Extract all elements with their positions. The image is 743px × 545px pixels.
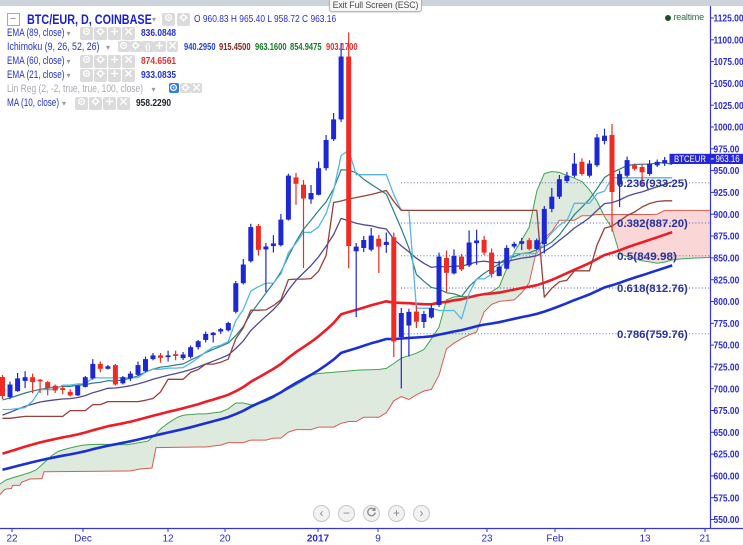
svg-text:1100.00: 1100.00: [714, 35, 743, 46]
svg-text:550.00: 550.00: [714, 515, 740, 526]
svg-text:750.00: 750.00: [714, 341, 740, 352]
svg-text:12: 12: [162, 534, 174, 545]
svg-text:BTCEUR: BTCEUR: [674, 154, 706, 164]
svg-text:13: 13: [639, 534, 651, 545]
svg-text:Feb: Feb: [546, 534, 564, 545]
svg-text:963.16: 963.16: [716, 154, 741, 165]
svg-text:0.5(849.98): 0.5(849.98): [617, 251, 677, 263]
svg-text:650.00: 650.00: [714, 428, 740, 439]
svg-text:950.00: 950.00: [714, 166, 740, 177]
svg-text:700.00: 700.00: [714, 384, 740, 395]
svg-text:900.00: 900.00: [714, 210, 740, 221]
svg-text:625.00: 625.00: [714, 450, 740, 461]
svg-text:575.00: 575.00: [714, 493, 740, 504]
svg-text:825.00: 825.00: [714, 275, 740, 286]
svg-text:20: 20: [219, 534, 231, 545]
svg-text:Dec: Dec: [74, 534, 92, 545]
svg-text:775.00: 775.00: [714, 319, 740, 330]
svg-text:925.00: 925.00: [714, 188, 740, 199]
svg-text:725.00: 725.00: [714, 363, 740, 374]
svg-text:0.382(887.20): 0.382(887.20): [617, 218, 688, 230]
svg-text:800.00: 800.00: [714, 297, 740, 308]
svg-text:850.00: 850.00: [714, 254, 740, 265]
svg-text:675.00: 675.00: [714, 406, 740, 417]
svg-text:1000.00: 1000.00: [714, 123, 743, 134]
svg-text:600.00: 600.00: [714, 472, 740, 483]
svg-text:21: 21: [699, 534, 711, 545]
svg-text:0.786(759.76): 0.786(759.76): [617, 329, 688, 341]
svg-text:9: 9: [375, 534, 381, 545]
svg-text:875.00: 875.00: [714, 232, 740, 243]
svg-text:975.00: 975.00: [714, 144, 740, 155]
svg-text:2017: 2017: [307, 534, 330, 545]
svg-text:1050.00: 1050.00: [714, 79, 743, 90]
svg-text:23: 23: [481, 534, 493, 545]
svg-text:22: 22: [6, 534, 18, 545]
svg-text:0.618(812.76): 0.618(812.76): [617, 283, 688, 295]
svg-text:1075.00: 1075.00: [714, 57, 743, 68]
svg-text:1025.00: 1025.00: [714, 101, 743, 112]
svg-text:0.236(933.25): 0.236(933.25): [617, 178, 688, 190]
svg-text:1125.00: 1125.00: [714, 14, 743, 25]
